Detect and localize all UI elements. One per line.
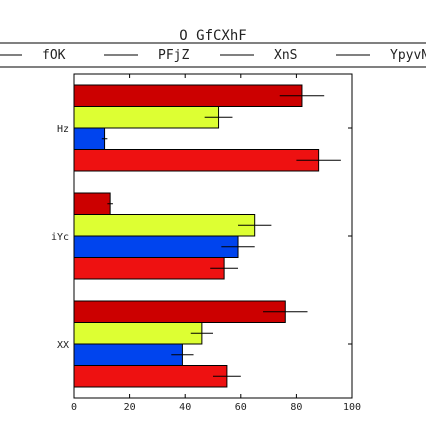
x-tick-label: 0 bbox=[71, 402, 77, 413]
bar-YpyvN-XX bbox=[73, 300, 286, 323]
bar-fOK-iYc bbox=[73, 257, 225, 280]
legend-label-XnS: XnS bbox=[274, 48, 297, 63]
legend-label-YpyvN: YpyvN bbox=[390, 48, 426, 63]
bar-YpyvN-iYc bbox=[73, 192, 111, 215]
axes-frame bbox=[73, 73, 353, 399]
y-tick-label: iYc bbox=[51, 232, 69, 243]
y-tick-label: Hz bbox=[57, 124, 69, 135]
bar-PFjZ-Hz bbox=[73, 127, 106, 150]
legend-label-fOK: fOK bbox=[42, 48, 66, 63]
bar-YpyvN-Hz bbox=[73, 84, 303, 107]
bar-XnS-iYc bbox=[73, 214, 256, 237]
legend-label-PFjZ: PFjZ bbox=[158, 48, 189, 63]
bar-fOK-XX bbox=[73, 365, 228, 388]
x-tick-label: 40 bbox=[179, 402, 191, 413]
x-tick-label: 60 bbox=[235, 402, 247, 413]
bar-PFjZ-XX bbox=[73, 343, 183, 366]
y-tick-label: XX bbox=[57, 340, 69, 351]
bar-fOK-Hz bbox=[73, 149, 320, 172]
x-tick-label: 80 bbox=[290, 402, 302, 413]
chart-title: O GfCXhF bbox=[179, 28, 246, 44]
x-tick-label: 100 bbox=[343, 402, 361, 413]
legend: fOK PFjZ XnS YpyvN bbox=[0, 42, 426, 68]
bar-PFjZ-iYc bbox=[73, 235, 239, 258]
bar-XnS-XX bbox=[73, 322, 203, 345]
x-tick-label: 20 bbox=[124, 402, 136, 413]
bar-XnS-Hz bbox=[73, 106, 220, 129]
plot-area: Hz iYc XX 0 20 40 60 80 100 bbox=[51, 73, 361, 413]
